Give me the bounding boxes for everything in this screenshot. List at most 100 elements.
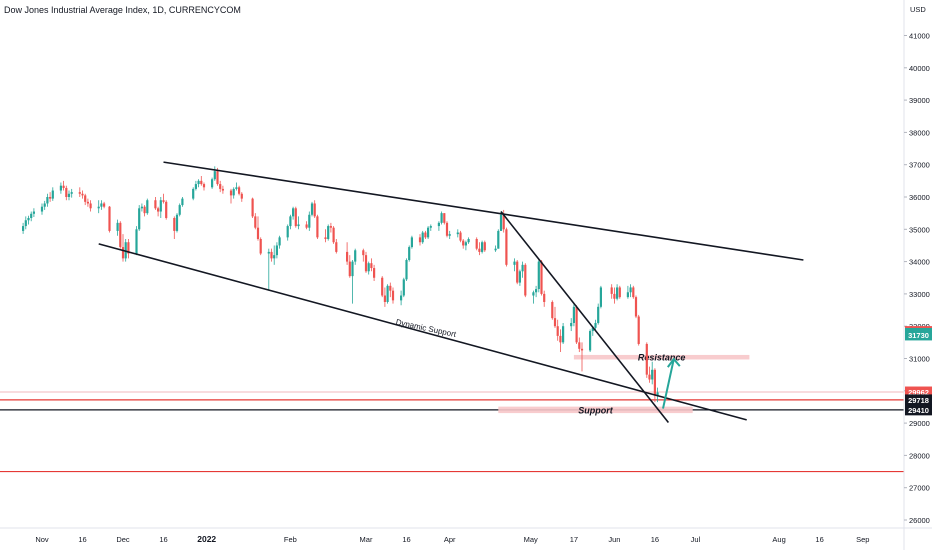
candle-body bbox=[589, 331, 592, 351]
candle-body bbox=[405, 259, 408, 280]
candle-body bbox=[297, 224, 300, 227]
candle-body bbox=[637, 316, 640, 344]
horizontal-lines bbox=[0, 391, 904, 473]
candle-body bbox=[103, 203, 106, 207]
candle-body bbox=[497, 230, 500, 249]
candle-body bbox=[138, 208, 141, 230]
candle-body bbox=[391, 290, 395, 301]
candle-body bbox=[570, 322, 573, 327]
candle-body bbox=[521, 264, 524, 272]
time-tick-label: 16 bbox=[402, 535, 410, 544]
candle-body bbox=[537, 261, 540, 290]
price-label-text: 29962 bbox=[908, 388, 929, 397]
candle-body bbox=[383, 295, 386, 302]
candle-body bbox=[389, 285, 392, 291]
candle-body bbox=[202, 184, 206, 188]
candle-body bbox=[324, 237, 327, 239]
candle-body bbox=[610, 287, 613, 294]
candle-body bbox=[89, 203, 92, 209]
candle-body bbox=[310, 203, 314, 215]
time-tick-label: Apr bbox=[444, 535, 456, 544]
candle-body bbox=[467, 238, 470, 243]
candle-body bbox=[124, 242, 127, 259]
candle-body bbox=[165, 201, 168, 218]
candle-body bbox=[578, 342, 581, 349]
candle-body bbox=[30, 213, 33, 218]
candle-body bbox=[40, 206, 44, 212]
candle-body bbox=[116, 222, 119, 231]
price-tick-label: 31000 bbox=[909, 355, 930, 364]
candle-body bbox=[308, 214, 311, 228]
candle-body bbox=[235, 187, 238, 189]
candle-body bbox=[143, 206, 146, 214]
time-tick-label: 17 bbox=[570, 535, 578, 544]
candle-body bbox=[84, 195, 87, 202]
candle-body bbox=[108, 206, 111, 231]
candle-body bbox=[381, 277, 384, 296]
candle-body bbox=[22, 226, 25, 231]
time-tick-label: Jul bbox=[691, 535, 701, 544]
price-tick-label: 34000 bbox=[909, 258, 930, 267]
candle-body bbox=[645, 343, 648, 375]
time-tick-label: Aug bbox=[772, 535, 785, 544]
price-axis: 2600027000280002900030000310003200033000… bbox=[903, 0, 930, 550]
candle-body bbox=[305, 224, 308, 228]
candle-body bbox=[575, 306, 578, 343]
trendline-annotation: Dynamic Support bbox=[395, 317, 458, 339]
candle-body bbox=[27, 217, 30, 221]
candle-body bbox=[162, 200, 165, 202]
candle-body bbox=[327, 226, 330, 239]
candle-body bbox=[259, 238, 262, 254]
time-tick-label: Nov bbox=[35, 535, 49, 544]
currency-label: USD bbox=[910, 5, 926, 14]
chart-title: Dow Jones Industrial Average Index, 1D, … bbox=[4, 5, 241, 15]
candle-body bbox=[651, 369, 654, 380]
candle-body bbox=[127, 242, 130, 254]
candle-body bbox=[62, 185, 65, 188]
price-tick-label: 33000 bbox=[909, 290, 930, 299]
candle-body bbox=[46, 197, 49, 204]
trendline bbox=[98, 243, 747, 421]
candle-body bbox=[535, 289, 538, 293]
candle-body bbox=[448, 234, 451, 236]
up-arrow-head bbox=[666, 357, 681, 368]
candle-body bbox=[400, 295, 403, 301]
candle-body bbox=[121, 247, 125, 259]
candle-body bbox=[591, 327, 594, 332]
price-label-text: 29410 bbox=[908, 406, 929, 415]
time-tick-label: 2022 bbox=[197, 534, 216, 544]
candle-body bbox=[256, 227, 260, 239]
candle-body bbox=[502, 214, 505, 230]
price-tick-label: 38000 bbox=[909, 128, 930, 137]
candle-body bbox=[32, 211, 35, 214]
price-tick-label: 29000 bbox=[909, 419, 930, 428]
time-tick-label: Dec bbox=[116, 535, 130, 544]
candle-body bbox=[275, 245, 278, 256]
candle-body bbox=[513, 261, 516, 265]
candle-body bbox=[616, 287, 619, 299]
candle-body bbox=[445, 222, 449, 236]
candles bbox=[22, 166, 659, 403]
candle-body bbox=[421, 232, 424, 243]
price-tick-label: 41000 bbox=[909, 32, 930, 41]
candle-body bbox=[562, 326, 565, 343]
trendlines bbox=[98, 161, 804, 423]
time-tick-label: 16 bbox=[651, 535, 659, 544]
zones: Resistance Support bbox=[498, 353, 750, 415]
candle-body bbox=[540, 261, 543, 294]
zone-label: Support bbox=[578, 405, 613, 415]
price-label-box bbox=[905, 404, 932, 416]
candle-body bbox=[402, 279, 405, 296]
candle-body bbox=[81, 193, 84, 196]
candle-body bbox=[240, 193, 243, 199]
candle-body bbox=[618, 287, 621, 298]
up-arrow-shaft bbox=[662, 358, 675, 409]
candle-body bbox=[270, 251, 273, 259]
candle-body bbox=[267, 251, 270, 254]
candle-body bbox=[67, 193, 71, 197]
candle-body bbox=[289, 216, 292, 227]
candle-body bbox=[410, 237, 413, 248]
price-tick-label: 40000 bbox=[909, 64, 930, 73]
candle-body bbox=[348, 261, 351, 277]
